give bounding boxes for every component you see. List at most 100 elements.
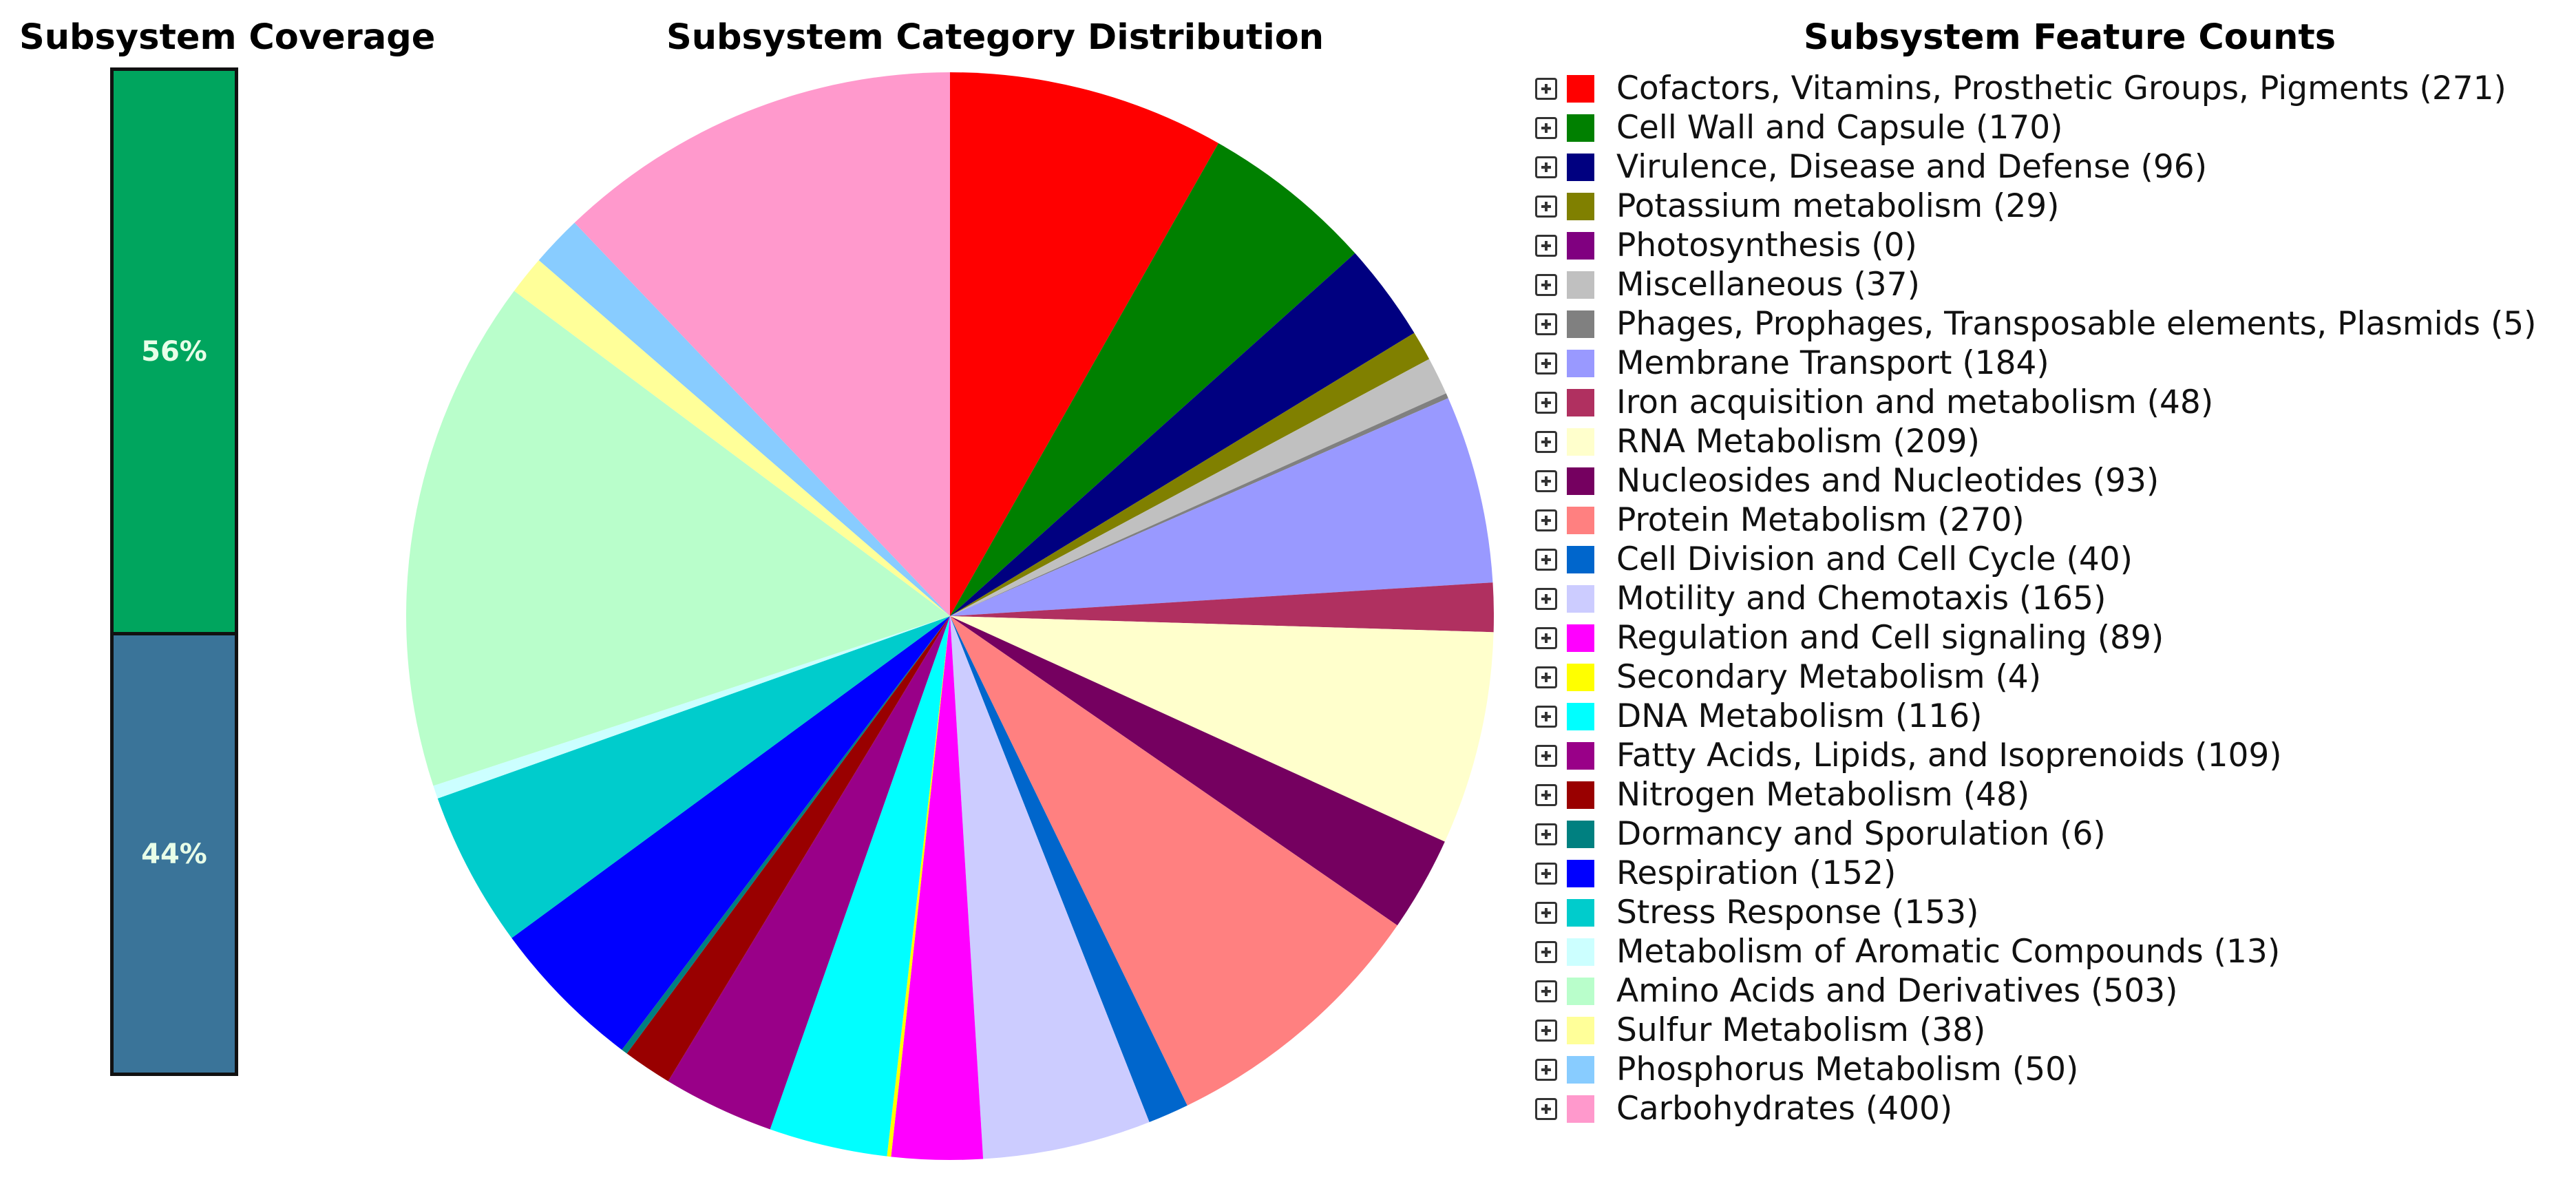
expand-plus-icon[interactable]	[1535, 156, 1557, 178]
coverage-segment-uncovered[interactable]: 44%	[110, 632, 238, 1076]
pie-slice-cell-wall-and-capsule[interactable]	[950, 143, 1355, 616]
expand-plus-icon[interactable]	[1535, 980, 1557, 1002]
legend-label[interactable]: Metabolism of Aromatic Compounds (13)	[1616, 933, 2281, 971]
legend-label[interactable]: Virulence, Disease and Defense (96)	[1616, 148, 2208, 186]
pie-slice-fatty-acids-lipids-and-isoprenoids[interactable]	[668, 616, 950, 1130]
expand-plus-icon[interactable]	[1535, 862, 1557, 885]
legend-item-cell-division-and-cell-cycle: Cell Division and Cell Cycle (40)	[1535, 540, 2537, 579]
expand-plus-icon[interactable]	[1535, 744, 1557, 767]
legend-label[interactable]: Respiration (152)	[1616, 854, 1897, 892]
pie-slice-phosphorus-metabolism[interactable]	[538, 222, 950, 616]
legend-label[interactable]: Membrane Transport (184)	[1616, 344, 2049, 382]
legend-label[interactable]: Nitrogen Metabolism (48)	[1616, 776, 2030, 814]
legend-label[interactable]: Sulfur Metabolism (38)	[1616, 1011, 1986, 1049]
legend-label[interactable]: Motility and Chemotaxis (165)	[1616, 580, 2107, 618]
pie-slice-cofactors-vitamins-prosthetic-groups-pigments[interactable]	[950, 72, 1218, 616]
legend-swatch	[1567, 349, 1594, 377]
pie-slice-iron-acquisition-and-metabolism[interactable]	[950, 582, 1494, 633]
legend-swatch	[1567, 859, 1594, 887]
legend-label[interactable]: Secondary Metabolism (4)	[1616, 658, 2042, 696]
expand-plus-icon[interactable]	[1535, 391, 1557, 414]
pie-slice-miscellaneous[interactable]	[950, 359, 1446, 616]
legend-label[interactable]: Nucleosides and Nucleotides (93)	[1616, 462, 2160, 500]
expand-plus-icon[interactable]	[1535, 509, 1557, 531]
expand-plus-icon[interactable]	[1535, 666, 1557, 688]
legend-label[interactable]: Stress Response (153)	[1616, 894, 1979, 931]
legend-label[interactable]: RNA Metabolism (209)	[1616, 423, 1980, 461]
expand-plus-icon[interactable]	[1535, 705, 1557, 728]
legend-label[interactable]: Fatty Acids, Lipids, and Isoprenoids (10…	[1616, 737, 2282, 774]
legend-swatch	[1567, 192, 1594, 220]
expand-plus-icon[interactable]	[1535, 901, 1557, 924]
coverage-segment-covered[interactable]: 56%	[110, 67, 238, 636]
expand-plus-icon[interactable]	[1535, 352, 1557, 374]
legend-item-membrane-transport: Membrane Transport (184)	[1535, 344, 2537, 383]
pie-slice-stress-response[interactable]	[437, 616, 950, 938]
expand-plus-icon[interactable]	[1535, 783, 1557, 806]
pie-slice-nitrogen-metabolism[interactable]	[626, 616, 950, 1081]
legend-label[interactable]: Cofactors, Vitamins, Prosthetic Groups, …	[1616, 70, 2506, 107]
pie-slice-respiration[interactable]	[511, 616, 950, 1050]
expand-plus-icon[interactable]	[1535, 313, 1557, 335]
expand-plus-icon[interactable]	[1535, 234, 1557, 257]
pie-slice-dna-metabolism[interactable]	[770, 616, 950, 1157]
legend-label[interactable]: Protein Metabolism (270)	[1616, 501, 2025, 539]
legend-label[interactable]: Iron acquisition and metabolism (48)	[1616, 383, 2214, 421]
legend-label[interactable]: Cell Division and Cell Cycle (40)	[1616, 540, 2133, 578]
pie-slice-virulence-disease-and-defense[interactable]	[950, 253, 1415, 616]
legend-label[interactable]: Amino Acids and Derivatives (503)	[1616, 972, 2178, 1010]
legend-label[interactable]: Regulation and Cell signaling (89)	[1616, 619, 2164, 657]
pie-slice-motility-and-chemotaxis[interactable]	[950, 616, 1150, 1159]
legend-swatch	[1567, 271, 1594, 299]
pie-slice-metabolism-of-aromatic-compounds[interactable]	[433, 616, 950, 799]
legend-label[interactable]: Potassium metabolism (29)	[1616, 187, 2060, 225]
expand-plus-icon[interactable]	[1535, 273, 1557, 296]
pie-slice-secondary-metabolism[interactable]	[887, 616, 950, 1157]
legend-swatch	[1567, 1016, 1594, 1044]
pie-slice-rna-metabolism[interactable]	[950, 616, 1494, 842]
pie-slice-regulation-and-cell-signaling[interactable]	[891, 616, 984, 1160]
pie-slice-dormancy-and-sporulation[interactable]	[622, 616, 950, 1054]
legend-label[interactable]: Phosphorus Metabolism (50)	[1616, 1051, 2079, 1088]
legend-item-photosynthesis: Photosynthesis (0)	[1535, 226, 2537, 265]
pie-slice-phages-prophages-transposable-elements-plasmids[interactable]	[950, 393, 1448, 616]
expand-plus-icon[interactable]	[1535, 1097, 1557, 1120]
legend-label[interactable]: Phages, Prophages, Transposable elements…	[1616, 305, 2537, 343]
legend-swatch	[1567, 663, 1594, 691]
expand-plus-icon[interactable]	[1535, 195, 1557, 218]
legend-item-secondary-metabolism: Secondary Metabolism (4)	[1535, 657, 2537, 697]
expand-plus-icon[interactable]	[1535, 626, 1557, 649]
legend-label[interactable]: Cell Wall and Capsule (170)	[1616, 109, 2063, 147]
legend-label[interactable]: Dormancy and Sporulation (6)	[1616, 815, 2106, 853]
legend-label[interactable]: Miscellaneous (37)	[1616, 266, 1920, 304]
legend-item-cell-wall-and-capsule: Cell Wall and Capsule (170)	[1535, 108, 2537, 147]
legend-label[interactable]: Carbohydrates (400)	[1616, 1090, 1953, 1128]
expand-plus-icon[interactable]	[1535, 823, 1557, 845]
legend-swatch	[1567, 938, 1594, 966]
expand-plus-icon[interactable]	[1535, 940, 1557, 963]
pie-slice-sulfur-metabolism[interactable]	[514, 260, 950, 616]
pie-slice-nucleosides-and-nucleotides[interactable]	[950, 616, 1445, 926]
pie-slice-amino-acids-and-derivatives[interactable]	[406, 291, 950, 786]
pie-slice-potassium-metabolism[interactable]	[950, 333, 1430, 616]
expand-plus-icon[interactable]	[1535, 1058, 1557, 1081]
legend-swatch	[1567, 1095, 1594, 1123]
legend-item-carbohydrates: Carbohydrates (400)	[1535, 1089, 2537, 1128]
coverage-chart-title: Subsystem Coverage	[19, 17, 436, 58]
legend-item-regulation-and-cell-signaling: Regulation and Cell signaling (89)	[1535, 618, 2537, 657]
pie-slice-protein-metabolism[interactable]	[950, 616, 1397, 1106]
legend-label[interactable]: DNA Metabolism (116)	[1616, 697, 1983, 735]
expand-plus-icon[interactable]	[1535, 116, 1557, 139]
expand-plus-icon[interactable]	[1535, 77, 1557, 100]
pie-slice-cell-division-and-cell-cycle[interactable]	[950, 616, 1187, 1123]
expand-plus-icon[interactable]	[1535, 469, 1557, 492]
expand-plus-icon[interactable]	[1535, 587, 1557, 610]
legend-swatch	[1567, 545, 1594, 573]
pie-slice-membrane-transport[interactable]	[950, 398, 1493, 616]
expand-plus-icon[interactable]	[1535, 1019, 1557, 1042]
pie-slice-carbohydrates[interactable]	[574, 72, 950, 616]
expand-plus-icon[interactable]	[1535, 430, 1557, 453]
category-pie-chart	[406, 72, 1494, 1160]
legend-label[interactable]: Photosynthesis (0)	[1616, 226, 1917, 264]
expand-plus-icon[interactable]	[1535, 548, 1557, 571]
